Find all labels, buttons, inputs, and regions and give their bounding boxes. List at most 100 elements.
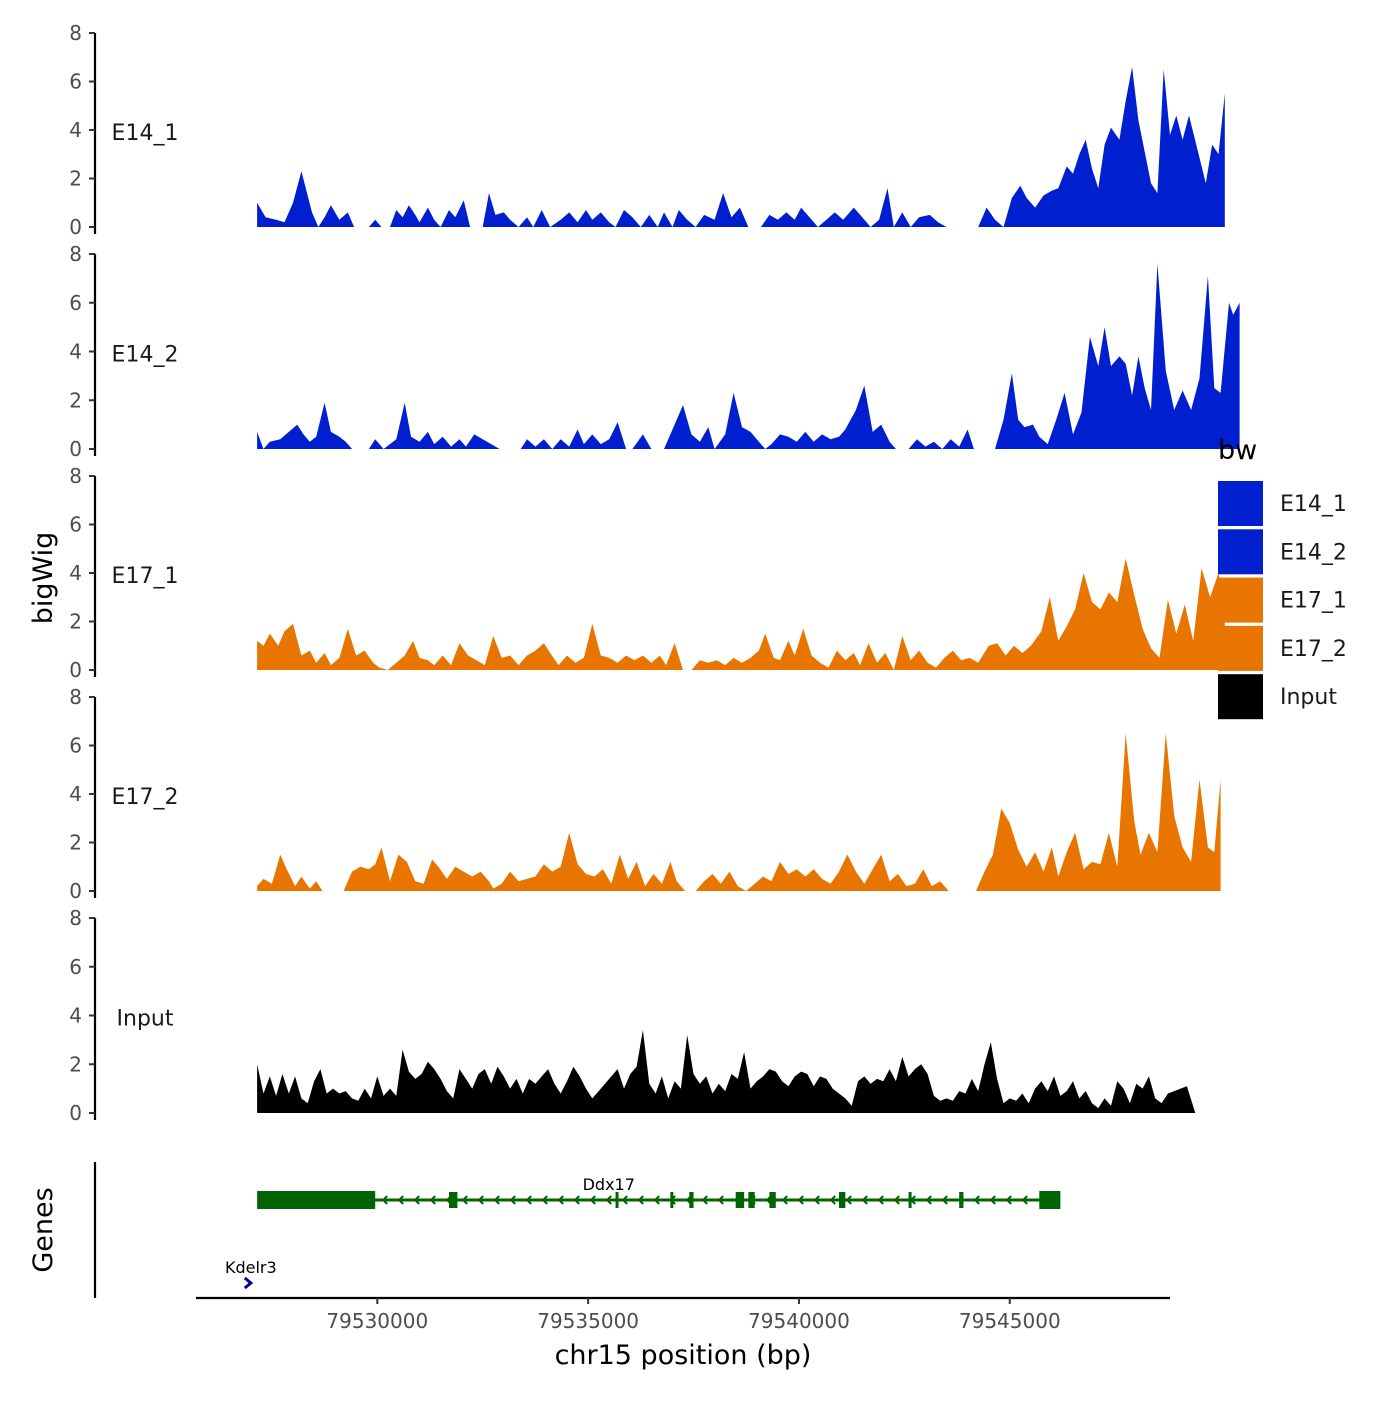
y-tick-label-Input-2: 2 — [69, 1052, 82, 1076]
track-label-E14_2: E14_2 — [112, 343, 179, 368]
gene-strand-chevron — [493, 1195, 500, 1205]
y-tick-label-E17_1-0: 0 — [69, 658, 82, 682]
gene-strand-chevron — [829, 1195, 836, 1205]
gene-label-Kdelr3: Kdelr3 — [225, 1258, 277, 1277]
gene-strand-chevron — [541, 1195, 548, 1205]
gene-strand-chevron — [429, 1195, 436, 1205]
gene-strand-chevron — [973, 1195, 980, 1205]
gene-strand-chevron — [525, 1195, 532, 1205]
y-tick-label-E17_2-6: 6 — [69, 734, 82, 758]
gene-exon-Ddx17-5 — [735, 1192, 745, 1208]
x-tick-label-79535000: 79535000 — [537, 1309, 639, 1333]
y-axis-title: bigWig — [28, 532, 59, 625]
legend-label-Input: Input — [1280, 685, 1337, 710]
y-tick-label-E17_1-8: 8 — [69, 464, 82, 488]
gene-strand-chevron — [781, 1195, 788, 1205]
gene-exon-Ddx17-0 — [257, 1191, 376, 1209]
gene-strand-chevron — [557, 1195, 564, 1205]
genes-axis-title: Genes — [28, 1187, 59, 1272]
gene-label-Ddx17: Ddx17 — [583, 1175, 635, 1194]
gene-strand-chevron — [925, 1195, 932, 1205]
gene-strand-chevron — [813, 1195, 820, 1205]
x-axis-title: chr15 position (bp) — [555, 1340, 812, 1371]
gene-strand-chevron — [605, 1195, 612, 1205]
gene-strand-chevron — [717, 1195, 724, 1205]
gene-strand-chevron — [845, 1195, 852, 1205]
y-tick-label-E17_2-0: 0 — [69, 879, 82, 903]
y-tick-label-E14_1-8: 8 — [69, 21, 82, 45]
gene-strand-chevron — [477, 1195, 484, 1205]
legend-swatch-E17_2 — [1218, 625, 1263, 671]
gene-exon-Ddx17-7 — [769, 1192, 776, 1208]
area-E14_2 — [257, 263, 1240, 449]
x-tick-label-79545000: 79545000 — [959, 1309, 1061, 1333]
track-label-Input: Input — [117, 1007, 174, 1032]
y-tick-label-E17_1-2: 2 — [69, 610, 82, 634]
gene-exon-Ddx17-10 — [959, 1192, 964, 1208]
y-tick-label-E17_1-4: 4 — [69, 561, 82, 585]
legend-label-E14_2: E14_2 — [1280, 540, 1347, 565]
gene-strand-chevron — [1021, 1195, 1028, 1205]
gene-strand-chevron — [701, 1195, 708, 1205]
gene-strand-chevron — [381, 1195, 388, 1205]
gene-strand-chevron — [893, 1195, 900, 1205]
gene-exon-Ddx17-3 — [670, 1192, 674, 1208]
legend-label-E17_1: E17_1 — [1280, 589, 1347, 614]
y-tick-label-Input-4: 4 — [69, 1004, 82, 1028]
gene-strand-chevron — [1005, 1195, 1012, 1205]
gene-exon-Ddx17-11 — [1039, 1191, 1061, 1209]
legend-title: bw — [1218, 435, 1257, 466]
y-tick-label-E14_2-2: 2 — [69, 388, 82, 412]
gene-strand-chevron — [653, 1195, 660, 1205]
y-tick-label-Input-6: 6 — [69, 955, 82, 979]
gene-strand-chevron — [509, 1195, 516, 1205]
gene-marker-Kdelr3 — [243, 1276, 254, 1290]
gene-strand-chevron — [941, 1195, 948, 1205]
track-label-E17_2: E17_2 — [112, 785, 179, 810]
legend-swatch-E14_1 — [1218, 481, 1263, 526]
y-tick-label-E17_2-2: 2 — [69, 831, 82, 855]
y-tick-label-E14_2-6: 6 — [69, 291, 82, 315]
y-tick-label-E14_1-6: 6 — [69, 70, 82, 94]
gene-strand-chevron — [989, 1195, 996, 1205]
gene-exon-Ddx17-2 — [615, 1192, 619, 1208]
gene-exon-Ddx17-9 — [908, 1192, 912, 1208]
y-tick-label-E14_2-0: 0 — [69, 437, 82, 461]
gene-strand-chevron — [637, 1195, 644, 1205]
legend-swatch-Input — [1218, 674, 1263, 720]
y-tick-label-E14_2-8: 8 — [69, 242, 82, 266]
area-E14_1 — [257, 67, 1225, 227]
y-tick-label-Input-8: 8 — [69, 906, 82, 930]
gene-exon-Ddx17-4 — [689, 1192, 694, 1208]
legend-label-E14_1: E14_1 — [1280, 492, 1347, 517]
gene-strand-chevron — [861, 1195, 868, 1205]
y-tick-label-E17_2-4: 4 — [69, 782, 82, 806]
gene-strand-chevron — [413, 1195, 420, 1205]
area-Input — [257, 1030, 1196, 1113]
y-tick-label-E17_1-6: 6 — [69, 513, 82, 537]
area-E17_1 — [257, 558, 1225, 670]
legend-swatch-E17_1 — [1218, 577, 1263, 623]
gene-strand-chevron — [877, 1195, 884, 1205]
gene-strand-chevron — [589, 1195, 596, 1205]
y-tick-label-E14_1-2: 2 — [69, 167, 82, 191]
y-tick-label-E17_2-8: 8 — [69, 685, 82, 709]
y-tick-label-E14_2-4: 4 — [69, 340, 82, 364]
gene-strand-chevron — [621, 1195, 628, 1205]
track-label-E14_1: E14_1 — [112, 121, 179, 146]
x-tick-label-79540000: 79540000 — [748, 1309, 850, 1333]
x-tick-label-79530000: 79530000 — [326, 1309, 428, 1333]
y-tick-label-Input-0: 0 — [69, 1101, 82, 1125]
y-tick-label-E14_1-4: 4 — [69, 118, 82, 142]
legend-swatch-E14_2 — [1218, 529, 1263, 575]
y-tick-label-E14_1-0: 0 — [69, 215, 82, 239]
gene-strand-chevron — [397, 1195, 404, 1205]
legend-label-E17_2: E17_2 — [1280, 637, 1347, 662]
gene-exon-Ddx17-6 — [748, 1192, 755, 1208]
gene-strand-chevron — [461, 1195, 468, 1205]
gene-exon-Ddx17-1 — [448, 1192, 458, 1208]
gene-exon-Ddx17-8 — [839, 1192, 846, 1208]
gene-strand-chevron — [573, 1195, 580, 1205]
